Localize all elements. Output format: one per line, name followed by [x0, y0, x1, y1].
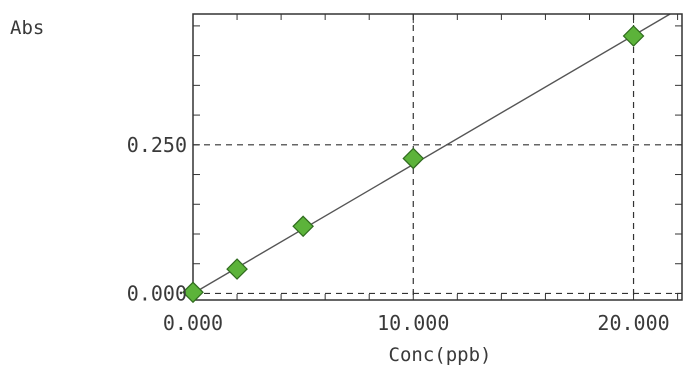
x-tick-label-1: 10.000 — [377, 311, 449, 335]
y-tick-label-0: 0.000 — [127, 281, 187, 305]
plot-frame — [192, 13, 683, 301]
data-point-0-1 — [226, 258, 248, 280]
fit-line-group — [192, 13, 671, 295]
grid-lines — [193, 14, 682, 300]
y-tick-label-1: 0.250 — [127, 133, 187, 157]
data-point-0-3 — [402, 147, 425, 170]
tick-marks — [192, 14, 682, 300]
tick-labels: 0.000 10.000 20.000 0.000 0.250 — [127, 133, 670, 335]
x-tick-label-2: 20.000 — [597, 311, 669, 335]
data-points — [182, 25, 645, 304]
data-point-0-2 — [292, 215, 314, 238]
x-tick-label-0: 0.000 — [163, 311, 223, 335]
data-point-0-0 — [182, 281, 204, 304]
data-point-0-4 — [622, 25, 645, 47]
fit-line — [192, 13, 671, 295]
y-axis-title: Abs — [10, 17, 44, 39]
x-axis-title: Conc(ppb) — [389, 344, 492, 366]
